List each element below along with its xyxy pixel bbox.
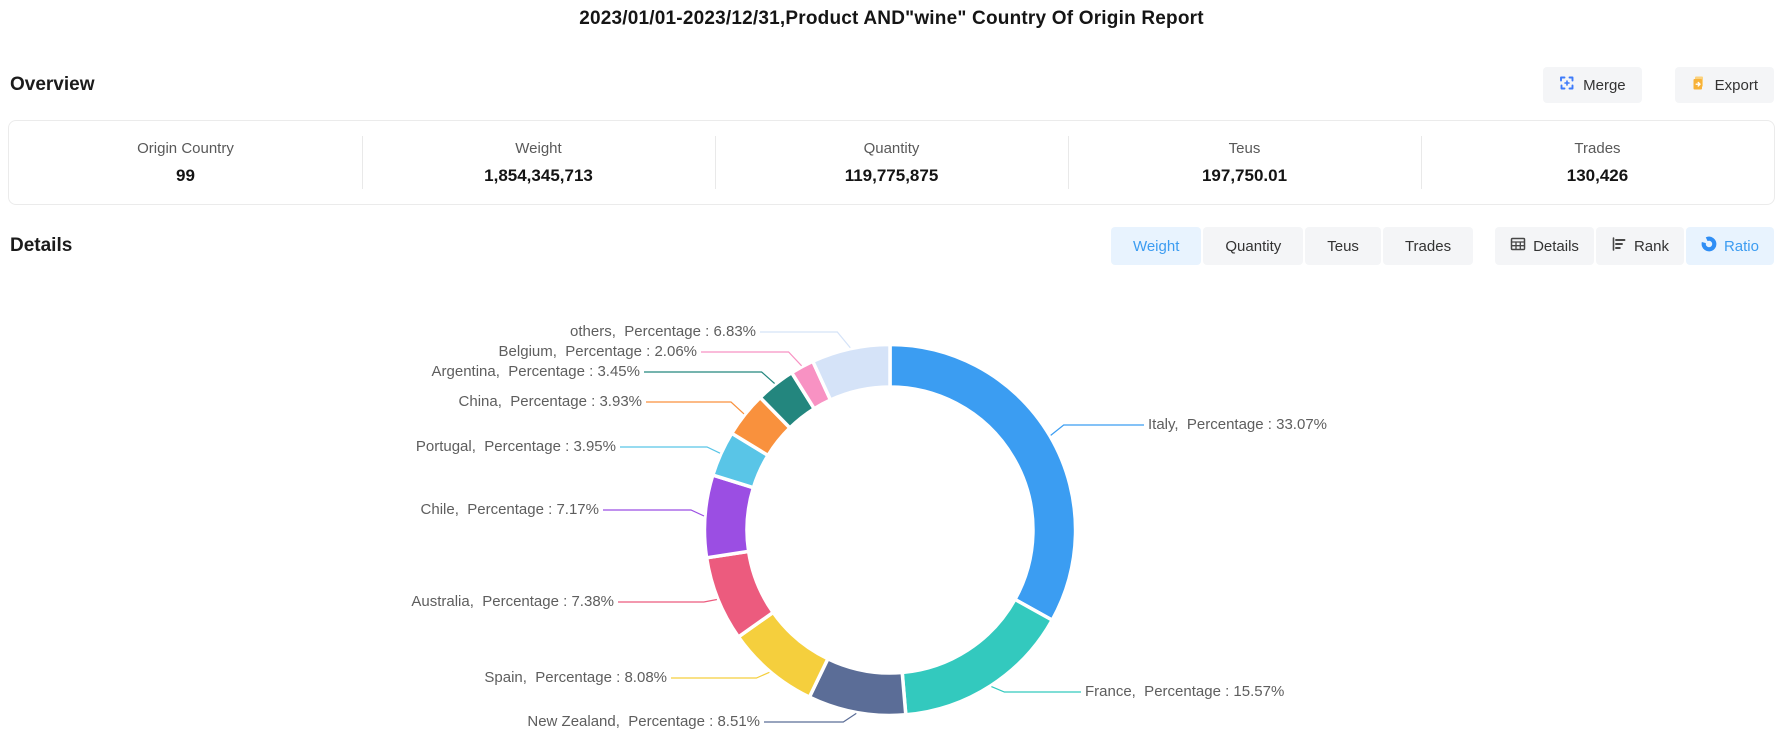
tab-label: Trades bbox=[1404, 237, 1452, 255]
stat-origin-country: Origin Country 99 bbox=[9, 121, 362, 204]
pie-label-spain: Spain, Percentage : 8.08% bbox=[484, 669, 667, 686]
overview-header-row: Overview Merge Export bbox=[10, 66, 1774, 104]
table-icon bbox=[1510, 236, 1526, 256]
label-line-france bbox=[991, 686, 1081, 693]
merge-button-label: Merge bbox=[1583, 76, 1626, 94]
label-line-new-zealand bbox=[764, 712, 857, 723]
details-tab-zone: Weight Quantity Teus Trades Details bbox=[1110, 227, 1774, 265]
stat-value: 130,426 bbox=[1566, 165, 1629, 185]
pie-label-chile: Chile, Percentage : 7.17% bbox=[420, 501, 599, 518]
stat-label: Trades bbox=[1574, 139, 1621, 157]
stat-trades: Trades 130,426 bbox=[1421, 121, 1774, 204]
overview-stats-card: Origin Country 99 Weight 1,854,345,713 Q… bbox=[8, 120, 1775, 205]
pie-label-china: China, Percentage : 3.93% bbox=[458, 393, 642, 410]
stat-value: 197,750.01 bbox=[1201, 165, 1288, 185]
merge-icon bbox=[1559, 75, 1575, 95]
tab-label: Teus bbox=[1327, 237, 1359, 255]
label-line-china bbox=[646, 401, 745, 415]
stat-value: 119,775,875 bbox=[844, 165, 939, 185]
pie-label-italy: Italy, Percentage : 33.07% bbox=[1148, 416, 1327, 433]
pie-slice-others[interactable] bbox=[811, 342, 892, 402]
tab-quantity[interactable]: Quantity bbox=[1203, 227, 1304, 265]
tab-teus[interactable]: Teus bbox=[1305, 227, 1381, 265]
rank-icon bbox=[1611, 236, 1627, 256]
stat-teus: Teus 197,750.01 bbox=[1068, 121, 1421, 204]
stat-weight: Weight 1,854,345,713 bbox=[362, 121, 715, 204]
pie-label-portugal: Portugal, Percentage : 3.95% bbox=[415, 438, 616, 455]
stat-label: Quantity bbox=[863, 139, 920, 157]
stat-label: Teus bbox=[1228, 139, 1261, 157]
label-line-chile bbox=[603, 509, 705, 517]
donut-icon bbox=[1701, 236, 1717, 256]
view-tab-group: Details Rank Ratio bbox=[1495, 227, 1774, 265]
label-line-belgium bbox=[701, 351, 803, 367]
stat-value: 1,854,345,713 bbox=[484, 165, 593, 185]
label-line-australia bbox=[618, 598, 718, 603]
tab-weight[interactable]: Weight bbox=[1110, 227, 1202, 265]
tab-label: Details bbox=[1533, 237, 1579, 255]
label-line-italy bbox=[1050, 424, 1144, 436]
pie-label-others: others, Percentage : 6.83% bbox=[570, 323, 756, 340]
details-heading: Details bbox=[10, 235, 73, 256]
merge-button[interactable]: Merge bbox=[1543, 67, 1642, 103]
tab-label: Ratio bbox=[1723, 237, 1759, 255]
pie-label-argentina: Argentina, Percentage : 3.45% bbox=[431, 363, 640, 380]
label-line-portugal bbox=[620, 446, 721, 454]
tab-details-view[interactable]: Details bbox=[1495, 227, 1594, 265]
pie-label-australia: Australia, Percentage : 7.38% bbox=[411, 593, 614, 610]
overview-heading: Overview bbox=[10, 74, 95, 95]
stat-quantity: Quantity 119,775,875 bbox=[715, 121, 1068, 204]
pie-label-new-zealand: New Zealand, Percentage : 8.51% bbox=[527, 713, 760, 730]
pie-label-france: France, Percentage : 15.57% bbox=[1085, 683, 1285, 700]
label-line-spain bbox=[671, 671, 770, 679]
export-button[interactable]: Export bbox=[1674, 67, 1774, 103]
pie-slice-chile[interactable] bbox=[702, 473, 756, 560]
pie-label-belgium: Belgium, Percentage : 2.06% bbox=[498, 343, 697, 360]
tab-label: Rank bbox=[1633, 237, 1669, 255]
overview-actions: Merge Export bbox=[1543, 67, 1774, 103]
tab-ratio-view[interactable]: Ratio bbox=[1685, 227, 1774, 265]
export-icon bbox=[1691, 75, 1707, 95]
page-title: 2023/01/01-2023/12/31,Product AND"wine" … bbox=[579, 8, 1204, 29]
pie-slice-italy[interactable] bbox=[888, 342, 1078, 622]
pie-slice-france[interactable] bbox=[900, 597, 1054, 717]
metric-tab-group: Weight Quantity Teus Trades bbox=[1110, 227, 1474, 265]
label-line-argentina bbox=[644, 371, 775, 384]
tab-trades[interactable]: Trades bbox=[1382, 227, 1474, 265]
details-header-row: Details Weight Quantity Teus Trades Deta… bbox=[10, 227, 1774, 265]
tab-rank-view[interactable]: Rank bbox=[1595, 227, 1684, 265]
export-button-label: Export bbox=[1714, 76, 1758, 94]
stat-label: Weight bbox=[515, 139, 562, 157]
stat-value: 99 bbox=[176, 165, 195, 185]
tab-label: Quantity bbox=[1225, 237, 1282, 255]
tab-label: Weight bbox=[1132, 237, 1180, 255]
label-line-others bbox=[760, 331, 851, 349]
stat-label: Origin Country bbox=[137, 139, 234, 157]
